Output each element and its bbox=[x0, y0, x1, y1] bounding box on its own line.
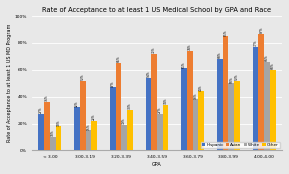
Bar bbox=[121, 125, 127, 150]
Text: 85%: 85% bbox=[224, 29, 228, 36]
Bar bbox=[55, 126, 61, 150]
Text: 44%: 44% bbox=[199, 84, 203, 91]
Text: 60%: 60% bbox=[271, 62, 275, 69]
Bar bbox=[199, 91, 204, 150]
X-axis label: GPA: GPA bbox=[152, 162, 162, 167]
Bar bbox=[163, 105, 168, 150]
Text: 15%: 15% bbox=[86, 123, 90, 130]
Bar bbox=[258, 34, 264, 150]
Bar bbox=[234, 81, 240, 150]
Text: 19%: 19% bbox=[122, 118, 126, 124]
Text: 68%: 68% bbox=[218, 52, 222, 58]
Text: 32%: 32% bbox=[75, 100, 79, 107]
Bar bbox=[110, 87, 116, 150]
Bar bbox=[74, 107, 80, 150]
Text: 65%: 65% bbox=[116, 56, 121, 62]
Text: 54%: 54% bbox=[147, 71, 151, 77]
Text: 50%: 50% bbox=[229, 76, 233, 83]
Text: 47%: 47% bbox=[111, 80, 115, 87]
Text: 52%: 52% bbox=[235, 73, 239, 80]
Text: 87%: 87% bbox=[259, 26, 263, 33]
Bar bbox=[151, 54, 157, 150]
Legend: Hispanic, Asian, White, Other: Hispanic, Asian, White, Other bbox=[201, 142, 280, 148]
Text: 77%: 77% bbox=[254, 40, 257, 46]
Bar bbox=[116, 63, 121, 150]
Bar bbox=[229, 83, 234, 150]
Text: 66%: 66% bbox=[265, 54, 269, 61]
Bar bbox=[187, 51, 193, 150]
Text: 22%: 22% bbox=[92, 114, 96, 120]
Text: 52%: 52% bbox=[81, 73, 85, 80]
Bar bbox=[146, 78, 151, 150]
Bar bbox=[127, 110, 133, 150]
Text: 27%: 27% bbox=[158, 107, 162, 113]
Bar bbox=[50, 137, 55, 150]
Bar bbox=[264, 62, 270, 150]
Bar bbox=[193, 99, 199, 150]
Bar bbox=[270, 70, 276, 150]
Text: 18%: 18% bbox=[56, 119, 60, 126]
Y-axis label: Rate of Acceptance to at least 1 US MD Program: Rate of Acceptance to at least 1 US MD P… bbox=[7, 24, 12, 143]
Text: 34%: 34% bbox=[164, 98, 168, 104]
Text: 36%: 36% bbox=[45, 95, 49, 101]
Bar bbox=[91, 121, 97, 150]
Bar bbox=[38, 114, 44, 150]
Bar bbox=[80, 81, 86, 150]
Bar bbox=[253, 47, 258, 150]
Text: 61%: 61% bbox=[182, 61, 186, 68]
Bar bbox=[44, 102, 50, 150]
Text: 72%: 72% bbox=[152, 47, 156, 53]
Text: 30%: 30% bbox=[128, 103, 132, 109]
Text: 27%: 27% bbox=[39, 107, 43, 113]
Bar bbox=[157, 114, 163, 150]
Text: 38%: 38% bbox=[194, 92, 198, 99]
Text: 10%: 10% bbox=[51, 130, 55, 136]
Text: 74%: 74% bbox=[188, 44, 192, 50]
Bar bbox=[217, 59, 223, 150]
Title: Rate of Acceptance to at least 1 US Medical School by GPA and Race: Rate of Acceptance to at least 1 US Medi… bbox=[42, 7, 272, 13]
Bar bbox=[223, 36, 229, 150]
Bar bbox=[181, 69, 187, 150]
Bar bbox=[86, 130, 91, 150]
